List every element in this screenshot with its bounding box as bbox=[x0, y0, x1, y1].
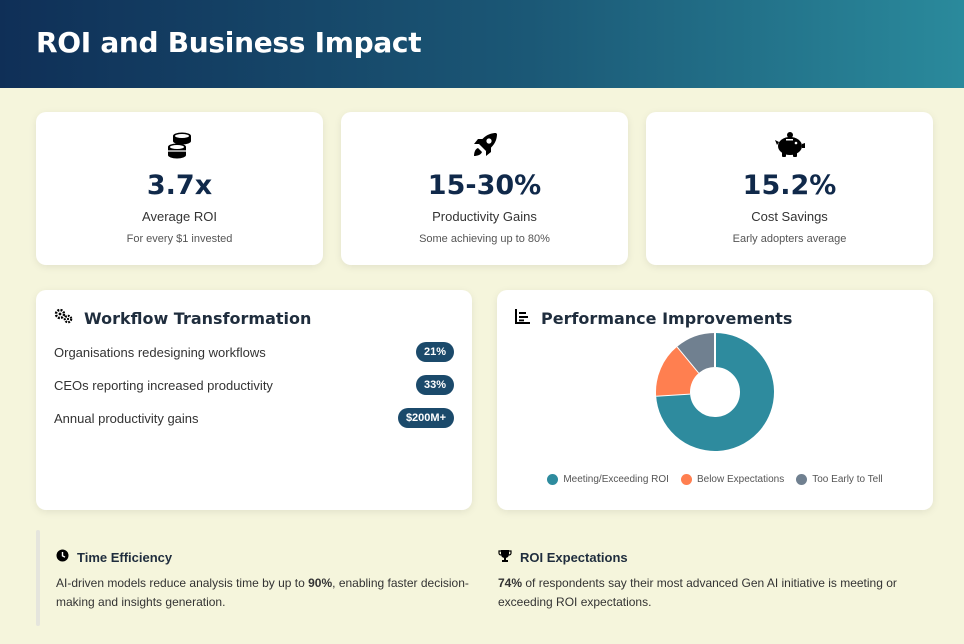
workflow-row-text: Organisations redesigning workflows bbox=[54, 344, 266, 360]
performance-title-text: Performance Improvements bbox=[541, 308, 793, 328]
legend-label: Below Expectations bbox=[696, 474, 785, 485]
stat-subtext: Early adopters average bbox=[732, 233, 847, 245]
stat-subtext: Some achieving up to 80% bbox=[419, 233, 550, 245]
legend-item[interactable]: Below Expectations bbox=[680, 474, 785, 485]
stat-label: Productivity Gains bbox=[432, 209, 537, 224]
note-text: AI-driven models reduce analysis time by… bbox=[56, 576, 309, 590]
stat-value: 3.7x bbox=[146, 170, 213, 201]
stat-card-productivity: 15-30% Productivity Gains Some achieving… bbox=[341, 112, 628, 265]
time-efficiency-note: Time Efficiency AI-driven models reduce … bbox=[56, 549, 476, 612]
legend-item[interactable]: Meeting/Exceeding ROI bbox=[547, 474, 669, 485]
legend-item[interactable]: Too Early to Tell bbox=[796, 474, 883, 485]
legend-label: Too Early to Tell bbox=[812, 474, 883, 485]
performance-panel: Performance Improvements Meeting/Exceedi… bbox=[497, 290, 933, 510]
workflow-title: Workflow Transformation bbox=[54, 308, 311, 328]
stat-card-cost-savings: 15.2% Cost Savings Early adopters averag… bbox=[646, 112, 933, 265]
donut-chart bbox=[656, 333, 774, 451]
note-body: AI-driven models reduce analysis time by… bbox=[56, 574, 476, 612]
footer-divider bbox=[36, 530, 40, 626]
note-highlight: 74% bbox=[498, 576, 523, 590]
note-text: , enabling faster decision-making and in… bbox=[56, 576, 469, 609]
stat-value: 15-30% bbox=[427, 170, 542, 201]
note-text: of respondents say their most advanced G… bbox=[498, 576, 897, 609]
stat-card-roi: 3.7x Average ROI For every $1 invested bbox=[36, 112, 323, 265]
workflow-row-badge: 33% bbox=[415, 375, 454, 395]
page-title: ROI and Business Impact bbox=[36, 26, 422, 59]
performance-title: Performance Improvements bbox=[515, 308, 792, 328]
page-header: ROI and Business Impact bbox=[0, 0, 964, 88]
workflow-row-text: CEOs reporting increased productivity bbox=[54, 377, 273, 393]
donut-slice-1[interactable] bbox=[656, 346, 700, 396]
workflow-panel: Workflow Transformation Organisations re… bbox=[36, 290, 472, 510]
clock-icon bbox=[56, 549, 69, 565]
list-item: Organisations redesigning workflows 21% bbox=[54, 342, 454, 362]
piggy-bank-icon bbox=[646, 130, 933, 160]
note-title: ROI Expectations bbox=[520, 549, 628, 565]
rocket-icon bbox=[341, 130, 628, 160]
roi-expectations-note: ROI Expectations 74% of respondents say … bbox=[498, 549, 918, 612]
note-body: 74% of respondents say their most advanc… bbox=[498, 574, 918, 612]
trophy-icon bbox=[498, 549, 512, 565]
workflow-row-badge: 21% bbox=[415, 342, 454, 362]
workflow-title-text: Workflow Transformation bbox=[84, 308, 312, 328]
donut-slice-2[interactable] bbox=[677, 333, 716, 374]
donut-slice-0[interactable] bbox=[656, 333, 774, 451]
stat-subtext: For every $1 invested bbox=[126, 233, 233, 245]
chart-legend: Meeting/Exceeding ROI Below Expectations… bbox=[497, 474, 933, 485]
list-item: Annual productivity gains $200M+ bbox=[54, 408, 454, 428]
stat-label: Average ROI bbox=[142, 209, 217, 224]
legend-swatch bbox=[796, 474, 808, 485]
list-item: CEOs reporting increased productivity 33… bbox=[54, 375, 454, 395]
workflow-row-text: Annual productivity gains bbox=[54, 410, 199, 426]
legend-swatch bbox=[680, 474, 692, 485]
note-highlight: 90% bbox=[308, 576, 333, 590]
coins-icon bbox=[36, 130, 323, 160]
workflow-row-badge: $200M+ bbox=[397, 408, 454, 428]
note-title: Time Efficiency bbox=[77, 549, 173, 565]
chart-line-icon bbox=[515, 308, 531, 328]
gears-icon bbox=[54, 308, 74, 328]
stat-value: 15.2% bbox=[742, 170, 837, 201]
legend-label: Meeting/Exceeding ROI bbox=[563, 474, 669, 485]
legend-swatch bbox=[547, 474, 559, 485]
stat-label: Cost Savings bbox=[751, 209, 828, 224]
